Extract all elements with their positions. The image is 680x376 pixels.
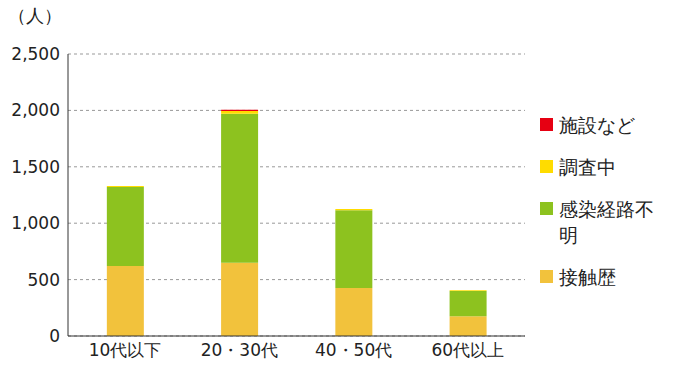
svg-text:0: 0 — [49, 326, 60, 346]
html-text:施設など: 施設など — [559, 114, 635, 136]
html-text:調査中: 調査中 — [559, 156, 616, 178]
html-text:（人）: （人） — [8, 5, 62, 26]
html-text:感染経路不明: 感染経路不明 — [559, 198, 654, 246]
svg-text:10代以下: 10代以下 — [89, 340, 162, 360]
svg-text:1,000: 1,000 — [11, 213, 60, 233]
svg-text:60代以上: 60代以上 — [432, 340, 505, 360]
svg-text:500: 500 — [28, 270, 60, 290]
svg-text:20・30代: 20・30代 — [201, 340, 278, 360]
svg-text:2,000: 2,000 — [11, 100, 60, 120]
svg-text:1,500: 1,500 — [11, 157, 60, 177]
svg-text:40・50代: 40・50代 — [315, 340, 392, 360]
svg-text:2,500: 2,500 — [11, 44, 60, 64]
html-text:接触歴: 接触歴 — [559, 266, 616, 288]
